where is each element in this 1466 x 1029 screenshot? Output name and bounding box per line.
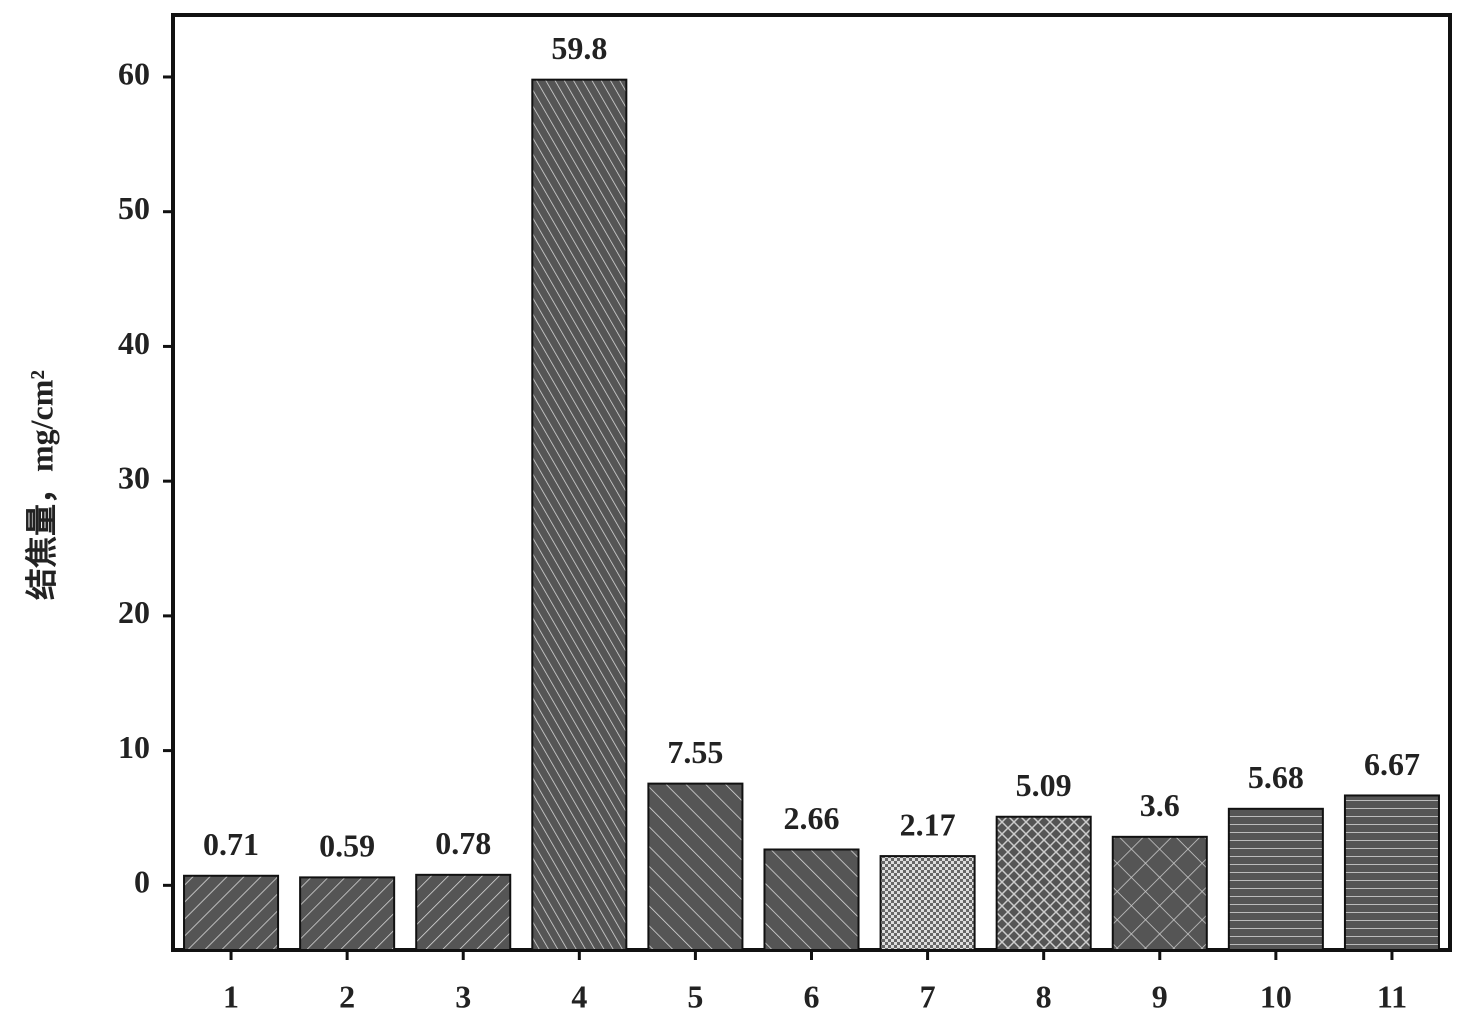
bar xyxy=(1343,794,1440,951)
y-axis-label: 结焦量，mg/cm² xyxy=(23,370,59,600)
y-tick-label: 60 xyxy=(118,55,150,91)
y-tick-label: 20 xyxy=(118,594,150,630)
value-label: 7.55 xyxy=(667,734,723,770)
bar xyxy=(415,873,512,951)
value-label: 2.66 xyxy=(784,800,840,836)
value-label: 59.8 xyxy=(551,30,607,66)
bar xyxy=(183,874,280,952)
value-label: 5.68 xyxy=(1248,759,1304,795)
value-label: 2.17 xyxy=(900,806,956,842)
value-label: 0.59 xyxy=(319,828,375,864)
bar xyxy=(531,78,628,952)
value-label: 0.78 xyxy=(435,825,491,861)
bar xyxy=(1227,807,1324,952)
y-tick-label: 10 xyxy=(118,729,150,765)
x-tick-label: 8 xyxy=(1036,978,1052,1014)
y-tick-label: 50 xyxy=(118,190,150,226)
x-tick-label: 11 xyxy=(1377,978,1407,1014)
bar xyxy=(763,848,860,952)
y-tick-label: 0 xyxy=(134,864,150,900)
x-tick-label: 2 xyxy=(339,978,355,1014)
x-tick-label: 7 xyxy=(920,978,936,1014)
x-tick-label: 9 xyxy=(1152,978,1168,1014)
bar xyxy=(1111,835,1208,951)
bar xyxy=(299,876,396,951)
x-tick-label: 4 xyxy=(571,978,587,1014)
bar xyxy=(995,815,1092,951)
value-label: 6.67 xyxy=(1364,746,1420,782)
x-tick-label: 1 xyxy=(223,978,239,1014)
x-tick-label: 6 xyxy=(804,978,820,1014)
bar xyxy=(647,782,744,951)
value-label: 5.09 xyxy=(1016,767,1072,803)
value-label: 3.6 xyxy=(1140,787,1180,823)
value-label: 0.71 xyxy=(203,826,259,862)
x-tick-label: 10 xyxy=(1260,978,1292,1014)
y-tick-label: 30 xyxy=(118,459,150,495)
bar xyxy=(879,855,976,951)
y-tick-label: 40 xyxy=(118,325,150,361)
x-tick-label: 5 xyxy=(687,978,703,1014)
x-tick-label: 3 xyxy=(455,978,471,1014)
